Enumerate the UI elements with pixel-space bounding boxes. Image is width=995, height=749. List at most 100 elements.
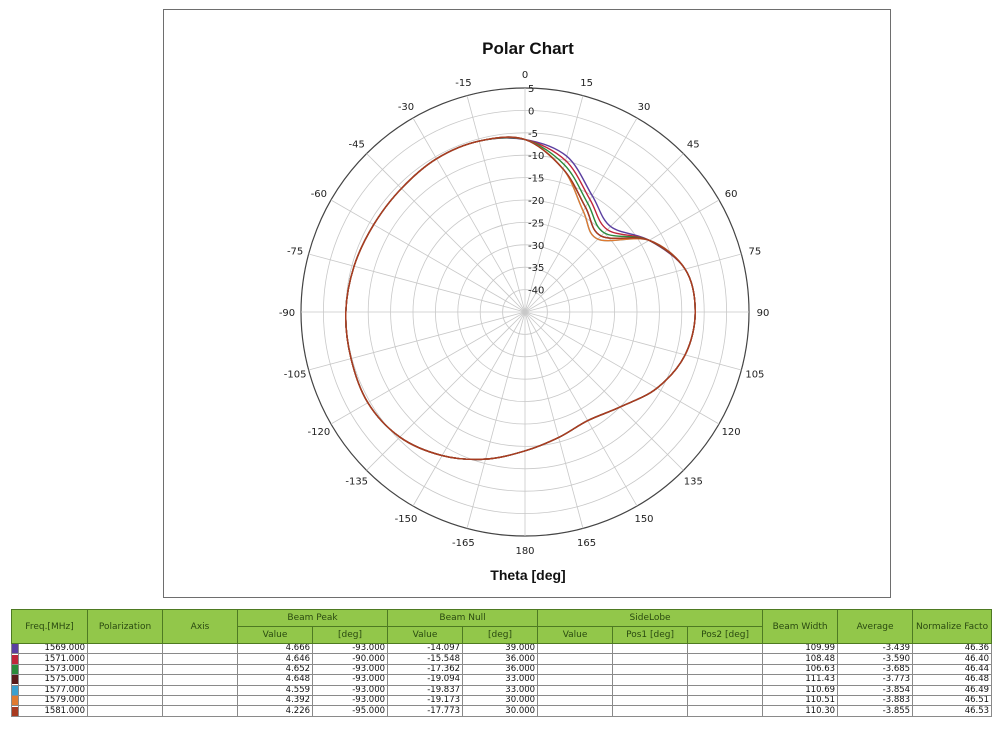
cell-beam-width: 111.43	[762, 674, 839, 686]
cell-peak-value: 4.392	[237, 694, 314, 707]
table-row: 1569.000 4.666 -93.000 -14.097 39.000 109.99-…	[11, 642, 993, 655]
radial-tick-label: -5	[528, 129, 538, 140]
cell-null-value: -19.094	[387, 674, 464, 686]
table-row: 1571.000 4.646 -90.000 -15.548 36.000 108.48-…	[11, 653, 993, 665]
grid-spoke	[524, 199, 720, 313]
cell-normalize: 46.40	[912, 653, 993, 665]
angle-tick-label: -165	[452, 538, 475, 549]
grid-spoke	[524, 311, 684, 471]
cell-sidelobe-value	[537, 694, 614, 707]
grid-spoke	[466, 311, 526, 529]
table-row: 1579.000 4.392 -93.000 -19.173 30.000 110.51-…	[11, 694, 993, 707]
table-row: 1575.000 4.648 -93.000 -19.094 33.000 111.43-…	[11, 674, 993, 686]
row-color-swatch	[11, 663, 19, 676]
angle-tick-label: -45	[349, 140, 365, 151]
angle-tick-label: 75	[749, 246, 762, 257]
cell-null-deg: 36.000	[462, 663, 539, 676]
cell-null-value: -17.362	[387, 663, 464, 676]
color-swatch	[12, 675, 18, 685]
angle-tick-label: 105	[745, 370, 764, 381]
col-beam-peak: Beam Peak	[237, 609, 389, 627]
cell-sidelobe-value	[537, 642, 614, 655]
col-polarization: Polarization	[87, 609, 164, 644]
cell-null-deg: 30.000	[462, 694, 539, 707]
cell-normalize: 46.53	[912, 705, 993, 717]
angle-tick-label: -60	[311, 189, 327, 200]
series-lines	[345, 136, 696, 461]
angle-tick-label: 60	[725, 189, 738, 200]
angle-tick-label: 120	[722, 427, 741, 438]
angle-ticks: 0153045607590105120135150165180-165-150-…	[279, 70, 770, 557]
radial-tick-label: -10	[528, 151, 544, 162]
cell-freq: 1569.000	[17, 642, 89, 655]
cell-polarization	[87, 684, 164, 696]
angle-tick-label: 30	[638, 102, 651, 113]
cell-beam-width: 108.48	[762, 653, 839, 665]
table-row: 1573.000 4.652 -93.000 -17.362 36.000 106.63-…	[11, 663, 993, 676]
cell-pos2	[687, 684, 764, 696]
cell-beam-width: 110.69	[762, 684, 839, 696]
radial-tick-label: 0	[528, 106, 534, 117]
cell-peak-value: 4.648	[237, 674, 314, 686]
cell-peak-deg: -93.000	[312, 642, 389, 655]
radial-tick-label: -25	[528, 218, 544, 229]
col-null-value: Value	[387, 626, 464, 644]
col-sidelobe-value: Value	[537, 626, 614, 644]
col-axis: Axis	[162, 609, 239, 644]
angle-tick-label: 180	[515, 546, 534, 557]
cell-polarization	[87, 642, 164, 655]
cell-pos2	[687, 705, 764, 717]
radial-tick-label: -30	[528, 241, 544, 252]
cell-null-value: -19.837	[387, 684, 464, 696]
angle-tick-label: 150	[634, 514, 653, 525]
table-row: 1577.000 4.559 -93.000 -19.837 33.000 110.69-…	[11, 684, 993, 696]
series-line-1581.000	[345, 136, 696, 461]
table-header-row: Freq.[MHz] Polarization Axis Beam Peak B…	[10, 609, 993, 644]
cell-peak-deg: -93.000	[312, 674, 389, 686]
grid-spoke	[308, 253, 526, 313]
cell-peak-value: 4.646	[237, 653, 314, 665]
col-beam-null: Beam Null	[387, 609, 539, 627]
cell-pos1	[612, 694, 689, 707]
col-beam-width: Beam Width	[762, 609, 839, 644]
grid-spoke	[524, 117, 638, 313]
grid-spoke	[330, 199, 526, 313]
cell-pos1	[612, 653, 689, 665]
angle-tick-label: 135	[684, 476, 703, 487]
row-color-swatch	[11, 642, 19, 655]
angle-tick-label: -150	[395, 514, 418, 525]
angle-tick-label: -120	[308, 427, 331, 438]
cell-freq: 1571.000	[17, 653, 89, 665]
cell-sidelobe-value	[537, 653, 614, 665]
radial-tick-label: -40	[528, 286, 544, 297]
cell-average: -3.590	[837, 653, 914, 665]
angle-tick-label: -75	[287, 246, 303, 257]
cell-null-deg: 30.000	[462, 705, 539, 717]
cell-axis	[162, 642, 239, 655]
cell-pos1	[612, 642, 689, 655]
cell-average: -3.883	[837, 694, 914, 707]
row-color-swatch	[11, 694, 19, 707]
cell-polarization	[87, 674, 164, 686]
col-null-deg: [deg]	[462, 626, 539, 644]
cell-normalize: 46.51	[912, 694, 993, 707]
cell-average: -3.439	[837, 642, 914, 655]
cell-pos2	[687, 694, 764, 707]
angle-tick-label: -30	[398, 102, 414, 113]
cell-sidelobe-value	[537, 674, 614, 686]
cell-pos2	[687, 642, 764, 655]
grid-spoke	[366, 153, 526, 313]
cell-pos1	[612, 705, 689, 717]
color-swatch	[12, 665, 18, 674]
cell-average: -3.855	[837, 705, 914, 717]
cell-normalize: 46.49	[912, 684, 993, 696]
angle-tick-label: 90	[757, 308, 770, 319]
cell-peak-deg: -93.000	[312, 694, 389, 707]
grid-spoke	[524, 311, 584, 529]
results-table: Freq.[MHz] Polarization Axis Beam Peak B…	[10, 609, 993, 717]
cell-null-value: -15.548	[387, 653, 464, 665]
row-color-swatch	[11, 684, 19, 696]
grid-spoke	[524, 95, 584, 313]
cell-peak-deg: -93.000	[312, 684, 389, 696]
table-body: 1569.000 4.666 -93.000 -14.097 39.000 109.99-…	[11, 642, 993, 717]
